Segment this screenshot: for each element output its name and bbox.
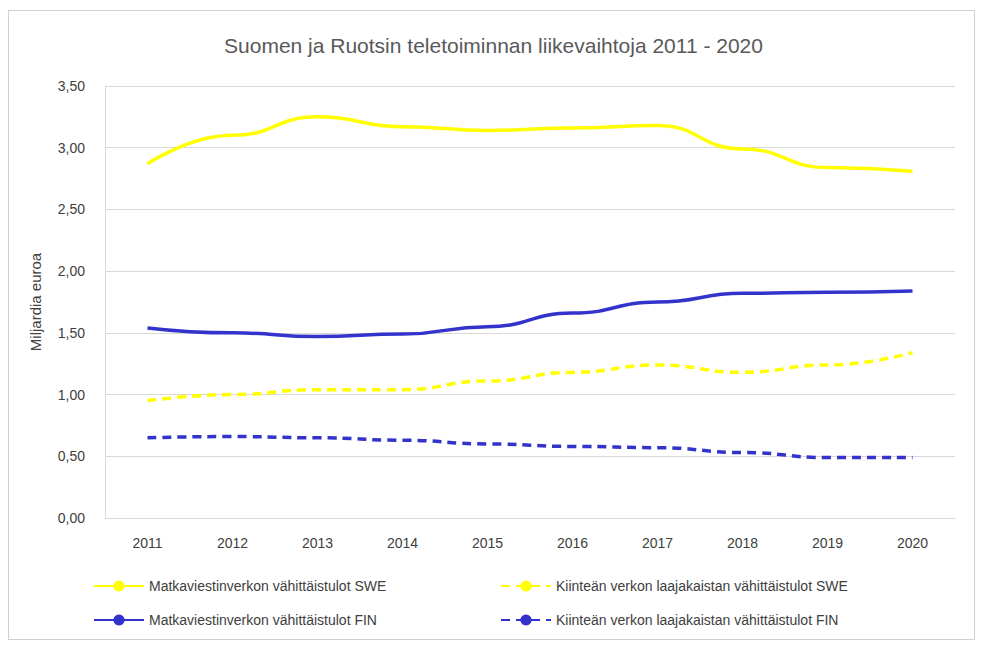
svg-text:2013: 2013 (302, 535, 333, 551)
svg-text:2020: 2020 (897, 535, 928, 551)
svg-text:Matkaviestinverkon vähittäistu: Matkaviestinverkon vähittäistulot FIN (149, 612, 377, 628)
svg-text:2012: 2012 (217, 535, 248, 551)
svg-text:2016: 2016 (557, 535, 588, 551)
svg-text:2019: 2019 (812, 535, 843, 551)
svg-text:3,00: 3,00 (58, 140, 85, 156)
svg-text:1,50: 1,50 (58, 325, 85, 341)
svg-text:2,00: 2,00 (58, 263, 85, 279)
svg-text:Matkaviestinverkon vähittäistu: Matkaviestinverkon vähittäistulot SWE (149, 578, 386, 594)
svg-text:0,50: 0,50 (58, 448, 85, 464)
svg-text:2014: 2014 (387, 535, 418, 551)
svg-text:1,00: 1,00 (58, 387, 85, 403)
svg-text:0,00: 0,00 (58, 510, 85, 526)
svg-text:3,50: 3,50 (58, 78, 85, 94)
svg-text:2018: 2018 (727, 535, 758, 551)
svg-text:Miljardia euroa: Miljardia euroa (27, 252, 44, 351)
svg-text:2011: 2011 (132, 535, 162, 551)
svg-text:2,50: 2,50 (58, 201, 85, 217)
svg-text:Suomen ja Ruotsin teletoiminna: Suomen ja Ruotsin teletoiminnan liikevai… (224, 34, 763, 57)
svg-text:Kiinteän verkon laajakaistan v: Kiinteän verkon laajakaistan vähittäistu… (556, 612, 838, 628)
svg-text:2017: 2017 (642, 535, 673, 551)
svg-text:2015: 2015 (472, 535, 503, 551)
svg-text:Kiinteän verkon laajakaistan v: Kiinteän verkon laajakaistan vähittäistu… (556, 578, 848, 594)
